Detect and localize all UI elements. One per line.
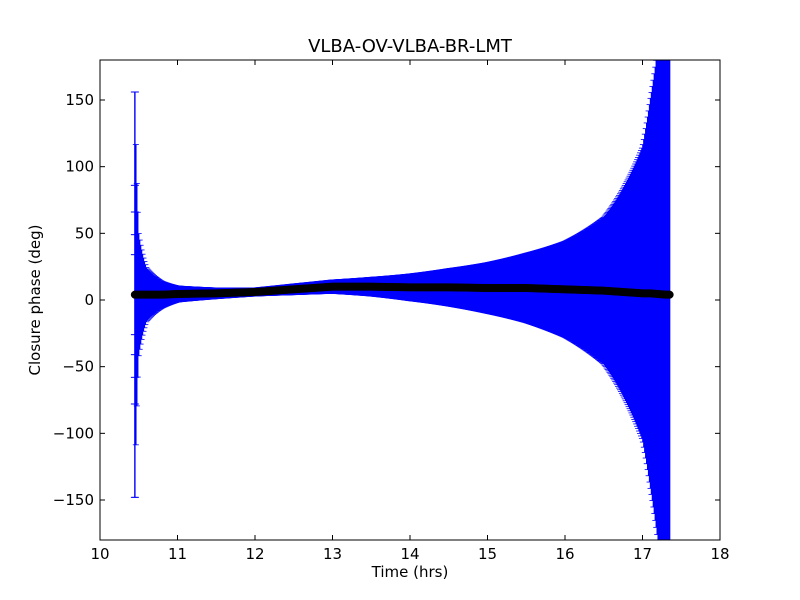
x-tick-label: 16 [555, 545, 574, 563]
x-tick-label: 11 [168, 545, 187, 563]
y-axis-ticks: −150 −100 −50 0 50 100 150 [53, 91, 720, 509]
x-tick-label: 18 [710, 545, 729, 563]
y-tick-label: 50 [75, 224, 94, 242]
y-tick-label: −50 [62, 358, 94, 376]
y-tick-label: −100 [53, 424, 94, 442]
x-tick-label: 14 [400, 545, 419, 563]
y-tick-label: 0 [84, 291, 94, 309]
x-axis-label: Time (hrs) [371, 563, 449, 581]
y-tick-label: 150 [65, 91, 94, 109]
marker-series [130, 282, 674, 299]
x-tick-label: 12 [245, 545, 264, 563]
y-tick-label: 100 [65, 158, 94, 176]
y-axis-label: Closure phase (deg) [26, 225, 44, 376]
y-tick-label: −150 [53, 491, 94, 509]
x-tick-label: 17 [633, 545, 652, 563]
x-axis-ticks: 10 11 12 13 14 15 16 17 18 [90, 60, 730, 563]
x-tick-label: 15 [478, 545, 497, 563]
data-point [665, 290, 674, 299]
x-tick-label: 13 [323, 545, 342, 563]
x-tick-label: 10 [90, 545, 109, 563]
chart-title: VLBA-OV-VLBA-BR-LMT [308, 36, 513, 57]
